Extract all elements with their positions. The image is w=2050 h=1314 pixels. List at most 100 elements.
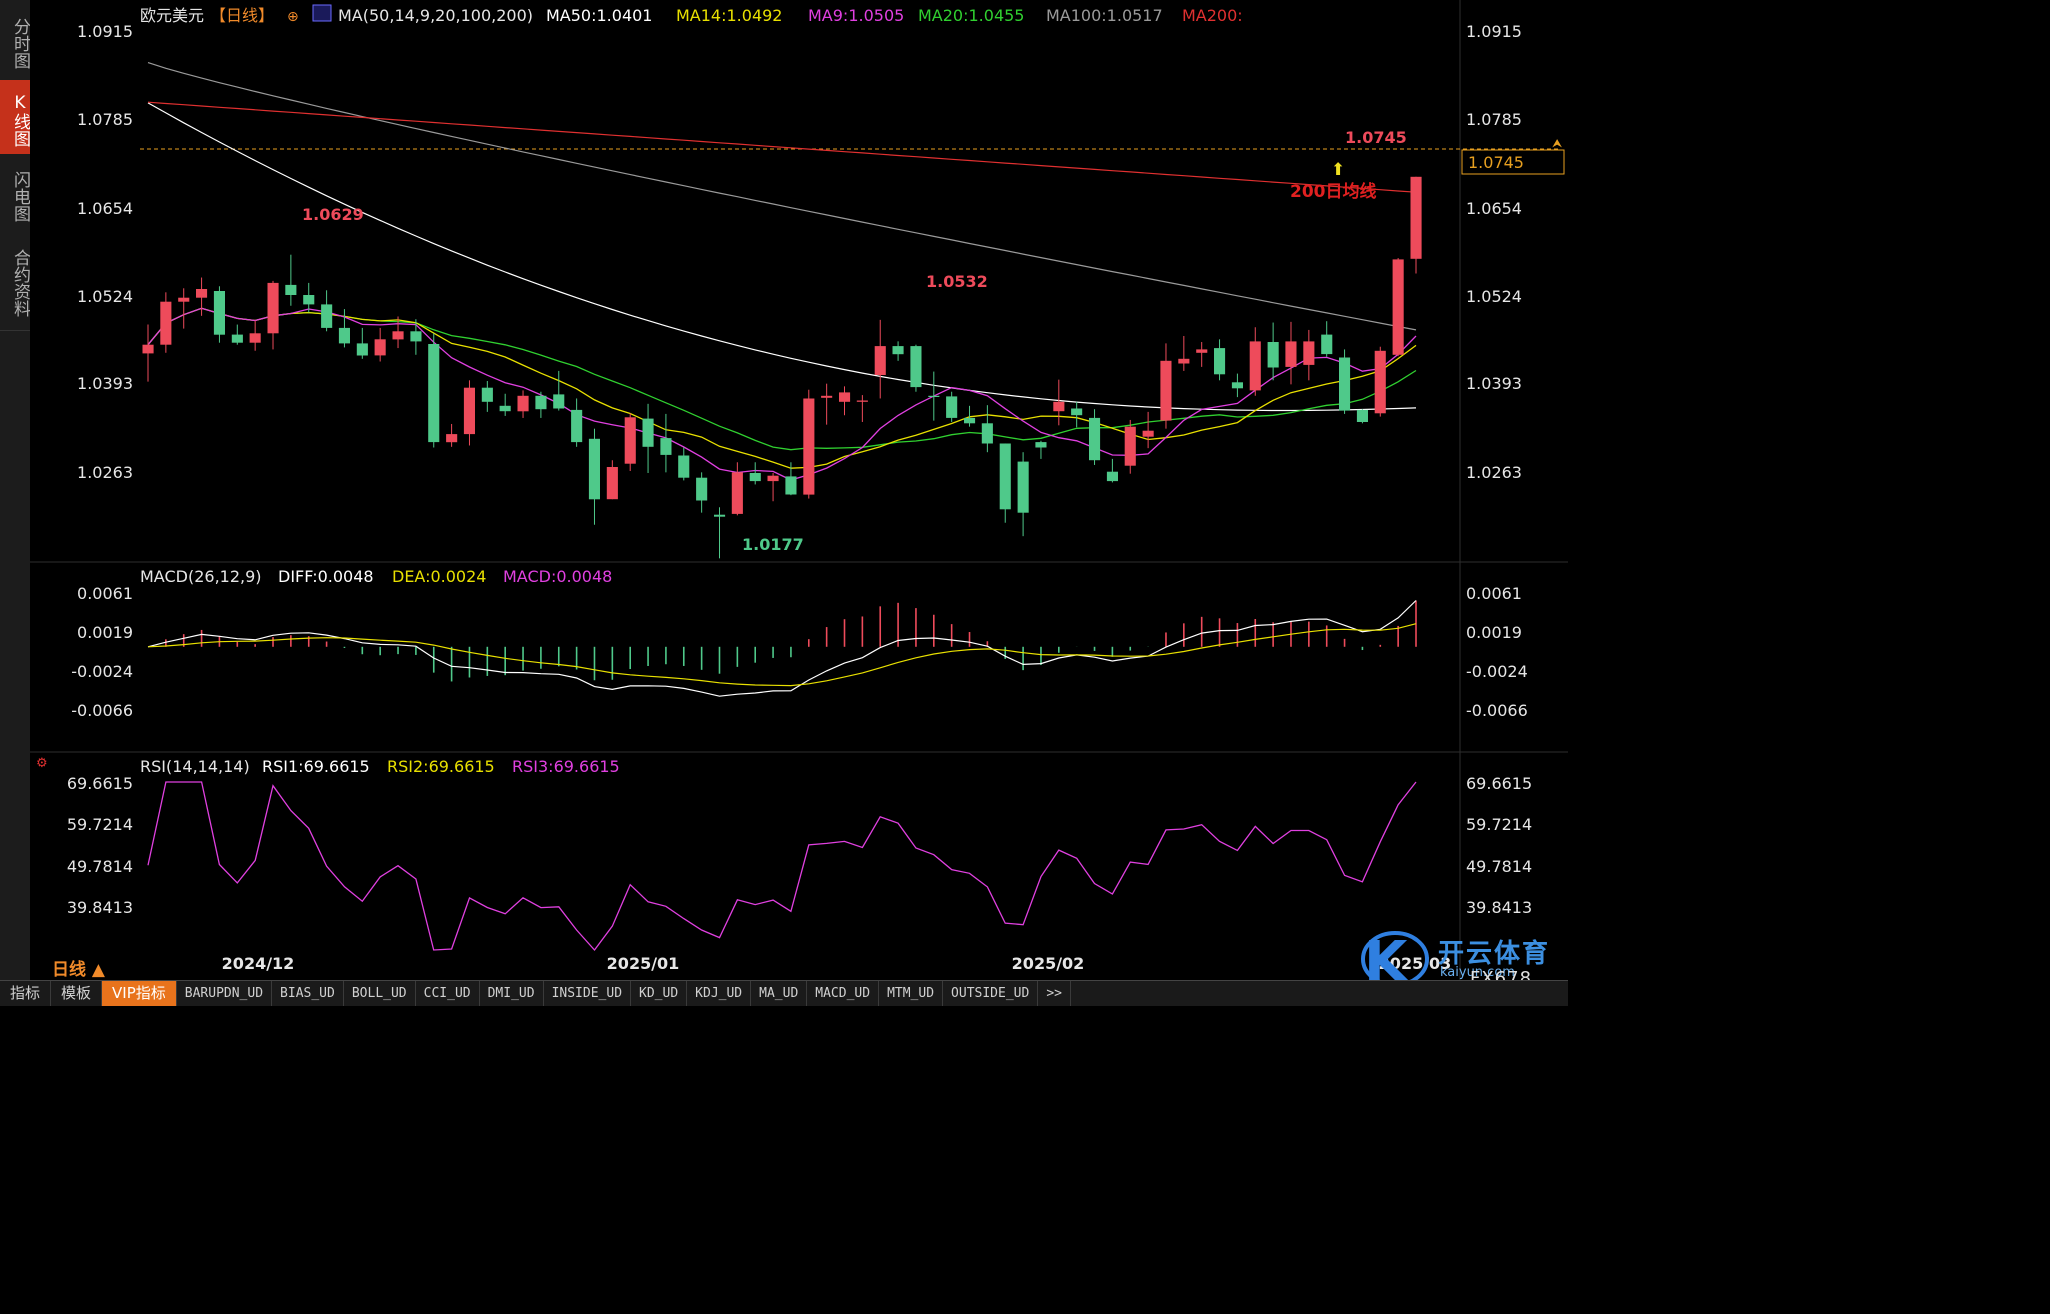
macd-tick-left: -0.0066 [71,701,133,720]
kline-chart[interactable]: 欧元美元 【日线】 ⊕ MA(50,14,9,20,100,200) MA50:… [30,0,1568,980]
indicator-tab[interactable]: MA_UD [751,981,808,1006]
macd-tick-right: 0.0061 [1466,584,1522,603]
logo-name: 开云体育 [1438,939,1551,969]
price-tick-left: 1.0524 [77,287,133,306]
candle-body [696,477,708,501]
indicator-tab[interactable]: BIAS_UD [272,981,344,1006]
candle-body [910,346,922,388]
current-price-text: 1.0745 [1468,153,1524,172]
macd-tick-right: -0.0024 [1466,662,1528,681]
candle-body [660,438,672,455]
ma9-line [147,307,1417,481]
candle-body [964,417,976,424]
tab-timeshare[interactable]: 分时图 [0,0,30,83]
rsi-tick-right: 69.6615 [1466,774,1532,793]
candle-body [928,395,940,397]
indicator-button[interactable]: 指标 [0,981,52,1006]
candle-body [356,343,368,356]
candle-body [1160,360,1172,421]
ma-settings-icon[interactable] [312,4,332,22]
candle-body [1089,417,1101,461]
high-label: 1.0629 [302,205,364,224]
candle-body [1410,176,1422,259]
candle-body [1392,259,1404,355]
price-tick-left: 1.0393 [77,374,133,393]
indicator-tab[interactable]: DMI_UD [480,981,544,1006]
candle-body [517,395,529,412]
macd-macd-value: MACD:0.0048 [503,567,612,586]
ma100-value: MA100:1.0517 [1046,6,1163,25]
candle-body [374,339,386,356]
candle-body [1071,408,1083,416]
side-panel: 分时图 K线图 闪电图 合约资料 [0,0,31,980]
macd-tick-right: 0.0019 [1466,623,1522,642]
indicator-tab[interactable]: BARUPDN_UD [177,981,273,1006]
candle-body [803,398,815,495]
template-button[interactable]: 模板 [51,981,103,1006]
price-marker-icon: ⮝ [1552,136,1562,150]
candle-body [1178,358,1190,364]
candle-body [142,344,154,354]
price-tick-right: 1.0263 [1466,463,1522,482]
period-selector[interactable]: 日线 ▲ [52,960,105,980]
date-label: 2024/12 [222,954,295,973]
rsi2-value: RSI2:69.6615 [387,757,495,776]
candle-body [1196,349,1208,353]
tab-kline[interactable]: K线图 [0,80,30,157]
candle-body [1231,382,1243,389]
more-tabs-button[interactable]: >> [1038,981,1071,1006]
rsi-tick-right: 49.7814 [1466,857,1532,876]
ma9-value: MA9:1.0505 [808,6,904,25]
candle-body [1249,341,1261,391]
rsi-tick-left: 49.7814 [67,857,133,876]
ma14-value: MA14:1.0492 [676,6,782,25]
ma200-annotation: 200日均线 [1290,181,1377,202]
indicator-tab[interactable]: KDJ_UD [687,981,752,1006]
tab-contract-info[interactable]: 合约资料 [0,232,30,331]
candle-body [714,514,726,517]
candle-body [481,387,493,402]
candle-body [231,334,243,343]
ma14-line [147,307,1417,469]
candle-body [178,297,190,302]
price-axis: 1.0915 1.0785 1.0654 1.0524 1.0393 1.026… [77,22,1522,482]
indicator-tab[interactable]: MACD_UD [807,981,880,1006]
low-label: 1.0177 [742,535,804,554]
macd-tick-left: 0.0061 [77,584,133,603]
symbol-name: 欧元美元 [140,6,204,25]
indicator-tab[interactable]: CCI_UD [416,981,480,1006]
price-tick-right: 1.0915 [1466,22,1522,41]
candle-body [642,418,654,447]
rsi-tick-right: 59.7214 [1466,815,1532,834]
indicator-tab[interactable]: MTM_UD [879,981,944,1006]
candle-body [749,473,761,482]
vip-indicator-button[interactable]: VIP指标 [102,981,177,1006]
macd-diff-value: DIFF:0.0048 [278,567,374,586]
candle-body [1106,471,1118,482]
candle-body [1321,334,1333,355]
tab-lightning[interactable]: 闪电图 [0,154,30,235]
date-axis: 2024/12 2025/01 2025/02 2025/03 [222,954,1452,973]
candle-body [1303,341,1315,365]
candle-body [1142,430,1154,437]
candle-body [249,333,261,343]
candle-body [428,344,440,443]
price-tick-right: 1.0785 [1466,110,1522,129]
candle-body [1017,461,1029,513]
indicator-tab[interactable]: OUTSIDE_UD [943,981,1039,1006]
ma200-value: MA200: [1182,6,1243,25]
candle-body [1267,342,1279,368]
period-label: 【日线】 [210,6,274,25]
candle-body [213,291,225,335]
rsi-label: RSI(14,14,14) [140,757,250,776]
add-icon: ⊕ [287,9,299,25]
indicator-tab[interactable]: BOLL_UD [344,981,416,1006]
rsi3-value: RSI3:69.6615 [512,757,620,776]
indicator-tab[interactable]: INSIDE_UD [544,981,632,1006]
indicator-bar: 指标 模板 VIP指标 BARUPDN_UD BIAS_UD BOLL_UD C… [0,980,1568,1006]
indicator-tab[interactable]: KD_UD [631,981,688,1006]
candle-body [678,455,690,478]
candle-body [338,327,350,344]
candle-body [571,409,583,443]
candle-body [285,284,297,295]
